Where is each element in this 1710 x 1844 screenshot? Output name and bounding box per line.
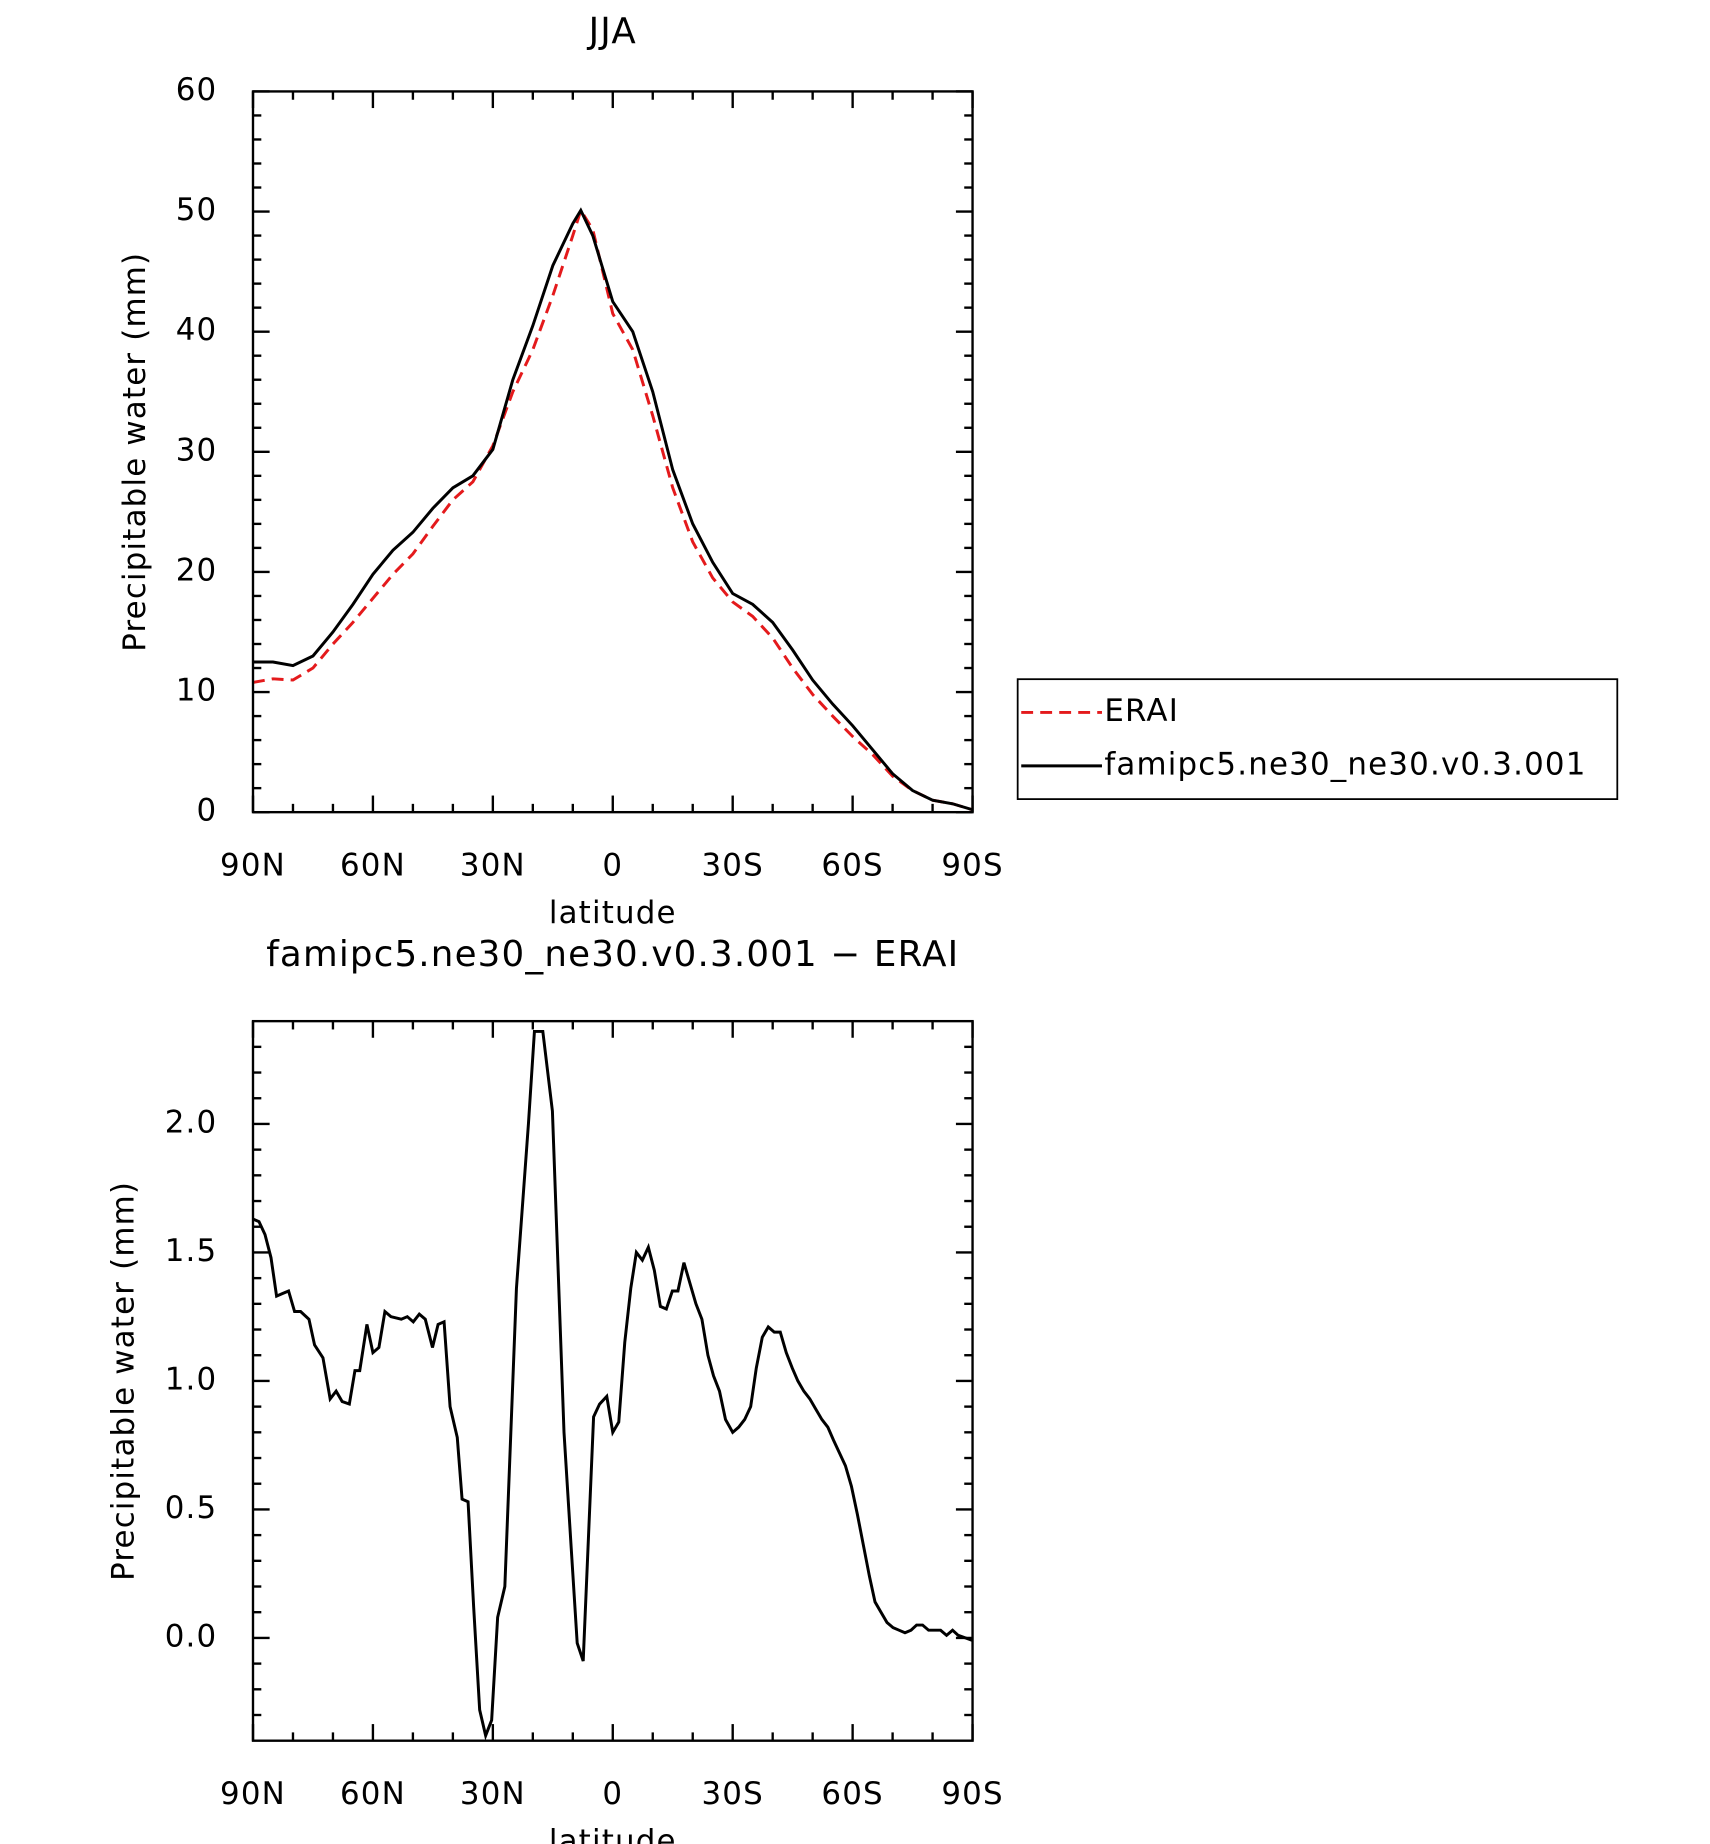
y-tick-label: 0.5 xyxy=(165,1490,218,1526)
data-line xyxy=(252,207,973,812)
y-tick-label: 60 xyxy=(176,72,218,108)
x-tick-label: 90N xyxy=(220,847,286,883)
x-axis-label: latitude xyxy=(549,895,677,931)
legend-box xyxy=(1016,678,1619,800)
x-tick-label: 0 xyxy=(602,847,623,883)
x-tick-label: 30N xyxy=(460,1776,526,1812)
plot-frame xyxy=(251,1019,974,1742)
y-tick-label: 10 xyxy=(176,673,218,709)
x-tick-label: 60N xyxy=(340,847,406,883)
y-tick-label: 2.0 xyxy=(165,1104,218,1140)
x-tick-label: 60S xyxy=(821,1776,883,1812)
y-tick-label: 40 xyxy=(176,312,218,348)
legend-label: famipc5.ne30_ne30.v0.3.001 xyxy=(1104,746,1586,782)
x-tick-label: 0 xyxy=(602,1776,623,1812)
y-axis-label: Precipitable water (mm) xyxy=(117,252,153,652)
x-axis-label: latitude xyxy=(549,1823,677,1844)
x-tick-label: 60S xyxy=(821,847,883,883)
y-tick-label: 1.5 xyxy=(165,1233,218,1269)
y-axis-label: Precipitable water (mm) xyxy=(105,1181,141,1581)
x-tick-label: 30S xyxy=(701,847,763,883)
y-tick-label: 1.0 xyxy=(165,1361,218,1397)
data-line xyxy=(252,1029,974,1741)
y-tick-label: 20 xyxy=(176,552,218,588)
y-tick-label: 0.0 xyxy=(165,1618,218,1654)
chart-title: JJA xyxy=(587,11,637,52)
x-tick-label: 30S xyxy=(701,1776,763,1812)
x-tick-label: 60N xyxy=(340,1776,406,1812)
chart-title: famipc5.ne30_ne30.v0.3.001 − ERAI xyxy=(266,934,959,975)
legend-label: ERAI xyxy=(1104,693,1179,729)
y-tick-label: 30 xyxy=(176,432,218,468)
y-tick-label: 0 xyxy=(197,793,218,829)
x-tick-label: 30N xyxy=(460,847,526,883)
x-tick-label: 90S xyxy=(941,847,1003,883)
x-tick-label: 90S xyxy=(941,1776,1003,1812)
x-tick-label: 90N xyxy=(220,1776,286,1812)
y-tick-label: 50 xyxy=(176,192,218,228)
plot-frame xyxy=(251,90,974,814)
